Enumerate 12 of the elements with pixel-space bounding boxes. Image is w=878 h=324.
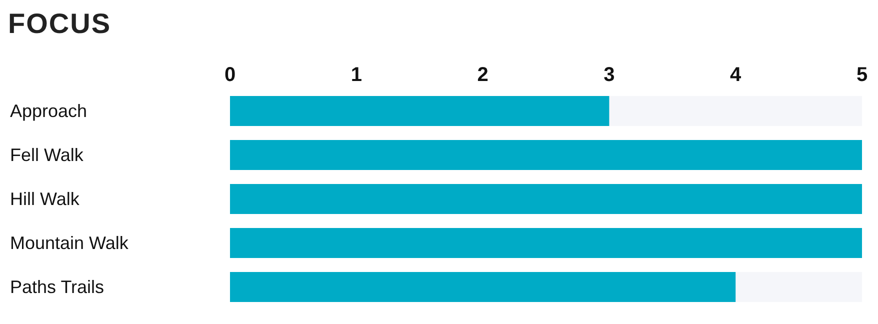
x-tick-label: 0 (224, 64, 236, 86)
x-tick-label: 5 (856, 64, 868, 86)
x-tick-label: 2 (477, 64, 488, 86)
y-tick-label: Mountain Walk (10, 233, 130, 253)
x-tick-label: 1 (350, 64, 362, 86)
x-tick-label: 4 (730, 64, 742, 86)
y-tick-label: Hill Walk (10, 189, 80, 209)
chart-title: FOCUS (8, 8, 112, 41)
y-tick-label: Fell Walk (10, 145, 84, 165)
x-tick-label: 3 (604, 64, 615, 86)
y-tick-label: Approach (10, 101, 88, 121)
y-tick-label: Paths Trails (10, 277, 104, 297)
